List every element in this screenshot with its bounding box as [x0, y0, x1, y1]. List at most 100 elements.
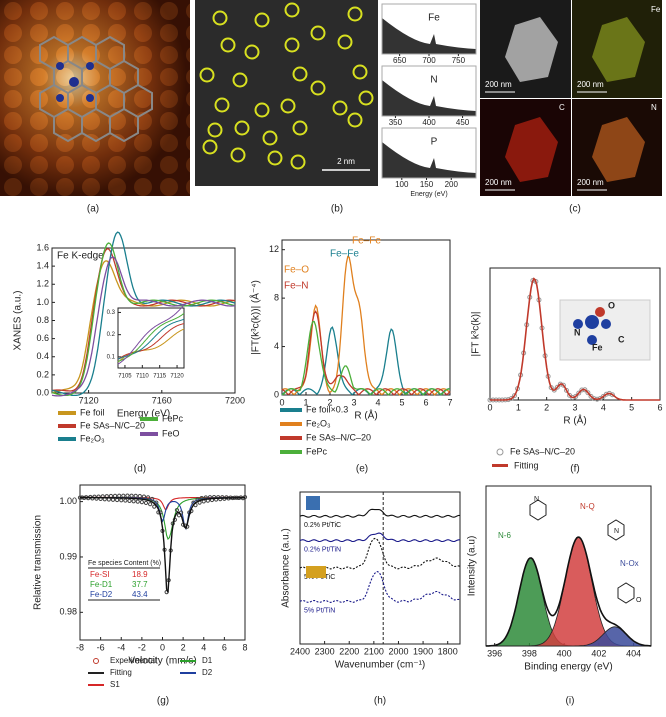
- x-tick-label: 7110: [136, 374, 150, 380]
- legend-swatch: [280, 450, 302, 454]
- exp-point: [554, 384, 560, 390]
- y-tick-label: 0.8: [36, 315, 49, 325]
- x-axis-label: R (Å): [563, 414, 586, 427]
- legend-swatch: [88, 672, 104, 674]
- legend-label: Fitting: [514, 460, 539, 470]
- plot-frame: [281, 239, 451, 396]
- scale-label: 200 nm: [485, 80, 512, 89]
- component-label: N-Ox: [620, 559, 639, 568]
- atom-label: O: [608, 300, 615, 310]
- x-tick-label: 750: [452, 56, 466, 65]
- element-label: N: [430, 75, 437, 86]
- legend-label: FePc: [306, 446, 328, 456]
- y-tick-label: 4: [274, 341, 279, 351]
- y-tick-label: 0: [274, 389, 279, 399]
- atom-marker: [292, 120, 308, 136]
- plot-frame: [117, 307, 185, 369]
- x-tick-label: 150: [420, 180, 434, 189]
- atom-marker: [310, 25, 326, 41]
- x-tick-label: 2200: [339, 646, 359, 656]
- inset-curve: [117, 304, 185, 365]
- y-tick-label: 1.2: [36, 279, 49, 289]
- atom-marker: [347, 6, 363, 22]
- exp-point: [129, 493, 134, 498]
- ft-curve: [281, 320, 451, 396]
- fit-curve: [490, 277, 660, 401]
- exp-point: [125, 493, 130, 498]
- legend-swatch: [180, 660, 196, 662]
- element-label: Fe: [651, 5, 661, 14]
- particle: [505, 17, 558, 82]
- exp-point: [137, 493, 142, 499]
- y-tick-label: 1.0: [36, 297, 49, 307]
- inset-bg: [118, 308, 184, 368]
- atom-marker: [284, 37, 300, 53]
- xanes-curve: [51, 248, 236, 392]
- atom-marker: [199, 67, 215, 83]
- x-tick-label: 5: [399, 397, 404, 407]
- exp-point: [121, 493, 126, 498]
- exp-point: [511, 393, 517, 399]
- ft-curve: [281, 310, 451, 396]
- x-tick-label: 4: [375, 397, 380, 407]
- single-atom-markers: [199, 2, 374, 170]
- atom-marker: [207, 122, 223, 138]
- x-tick-label: 1900: [413, 646, 433, 656]
- legend-label: FePc: [162, 413, 184, 423]
- x-tick-label: 402: [591, 648, 606, 658]
- x-tick-label: 200: [445, 180, 459, 189]
- exp-point: [154, 500, 159, 505]
- panel-label: (b): [331, 204, 343, 215]
- legend-label: FeO: [162, 428, 180, 438]
- x-axis-label: Energy (eV): [117, 409, 170, 420]
- element-label: P: [431, 137, 438, 148]
- table-cell: Fe-SI: [90, 570, 110, 579]
- xanes-curve: [51, 242, 236, 397]
- exp-point: [152, 504, 157, 509]
- y-axis-label: |FT k³c(k)|: [471, 312, 482, 357]
- table-cell: 37.7: [132, 580, 148, 589]
- atom-marker: [202, 139, 218, 155]
- ir-spectrum: [299, 537, 461, 570]
- exp-point: [143, 500, 149, 506]
- legend-swatch: [280, 436, 302, 440]
- legend-swatch: [180, 672, 196, 674]
- element-label: C: [559, 103, 565, 112]
- x-tick-label: 398: [522, 648, 537, 658]
- x-tick-label: 2: [181, 642, 186, 652]
- y-axis-label: XANES (a.u.): [13, 290, 24, 350]
- exp-point: [123, 498, 128, 503]
- xanes-curve: [51, 256, 236, 397]
- atom-marker: [347, 112, 363, 128]
- peak-annotation: Fe–Fe: [330, 249, 359, 260]
- x-tick-label: 2: [327, 397, 332, 407]
- atom-marker: [337, 34, 353, 50]
- y-tick-label: 0.99: [59, 551, 77, 561]
- exp-point: [131, 499, 136, 504]
- element-label: Fe: [428, 13, 440, 24]
- envelope: [486, 536, 652, 647]
- legend-label: Fe₂O₃: [80, 433, 105, 443]
- x-tick-label: 100: [395, 180, 409, 189]
- scale-label: 2 nm: [337, 157, 355, 166]
- legend-swatch: [58, 424, 76, 428]
- eels-spectrum: [382, 80, 476, 116]
- graphene-lattice: [39, 35, 153, 143]
- legend-marker: [93, 658, 99, 664]
- ir-spectrum: [299, 532, 460, 543]
- panel-label: (g): [157, 696, 169, 707]
- y-tick-label: 1.6: [36, 242, 49, 252]
- x-tick-label: 6: [423, 397, 428, 407]
- legend-marker: [496, 448, 504, 456]
- peak-annotation: Fe–Fe: [352, 236, 381, 247]
- x-tick-label: 3: [351, 397, 356, 407]
- table-cell: Fe-D1: [90, 580, 113, 589]
- panel-label: (i): [566, 696, 575, 707]
- atom-marker: [214, 97, 230, 113]
- legend-swatch: [58, 411, 76, 415]
- legend-label: Fe foil×0.3: [306, 404, 348, 414]
- exp-point: [585, 390, 591, 396]
- x-tick-label: 7: [447, 397, 452, 407]
- x-tick-label: 5: [629, 402, 634, 412]
- y-tick-label: 8: [274, 293, 279, 303]
